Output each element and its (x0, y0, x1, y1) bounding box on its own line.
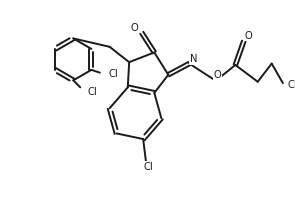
Text: Cl: Cl (144, 162, 154, 172)
Text: O: O (131, 23, 139, 33)
Text: Cl: Cl (87, 87, 97, 96)
Text: O: O (213, 70, 221, 80)
Text: Cl: Cl (287, 80, 295, 89)
Text: O: O (244, 31, 252, 41)
Text: Cl: Cl (108, 69, 118, 79)
Text: N: N (190, 54, 197, 64)
